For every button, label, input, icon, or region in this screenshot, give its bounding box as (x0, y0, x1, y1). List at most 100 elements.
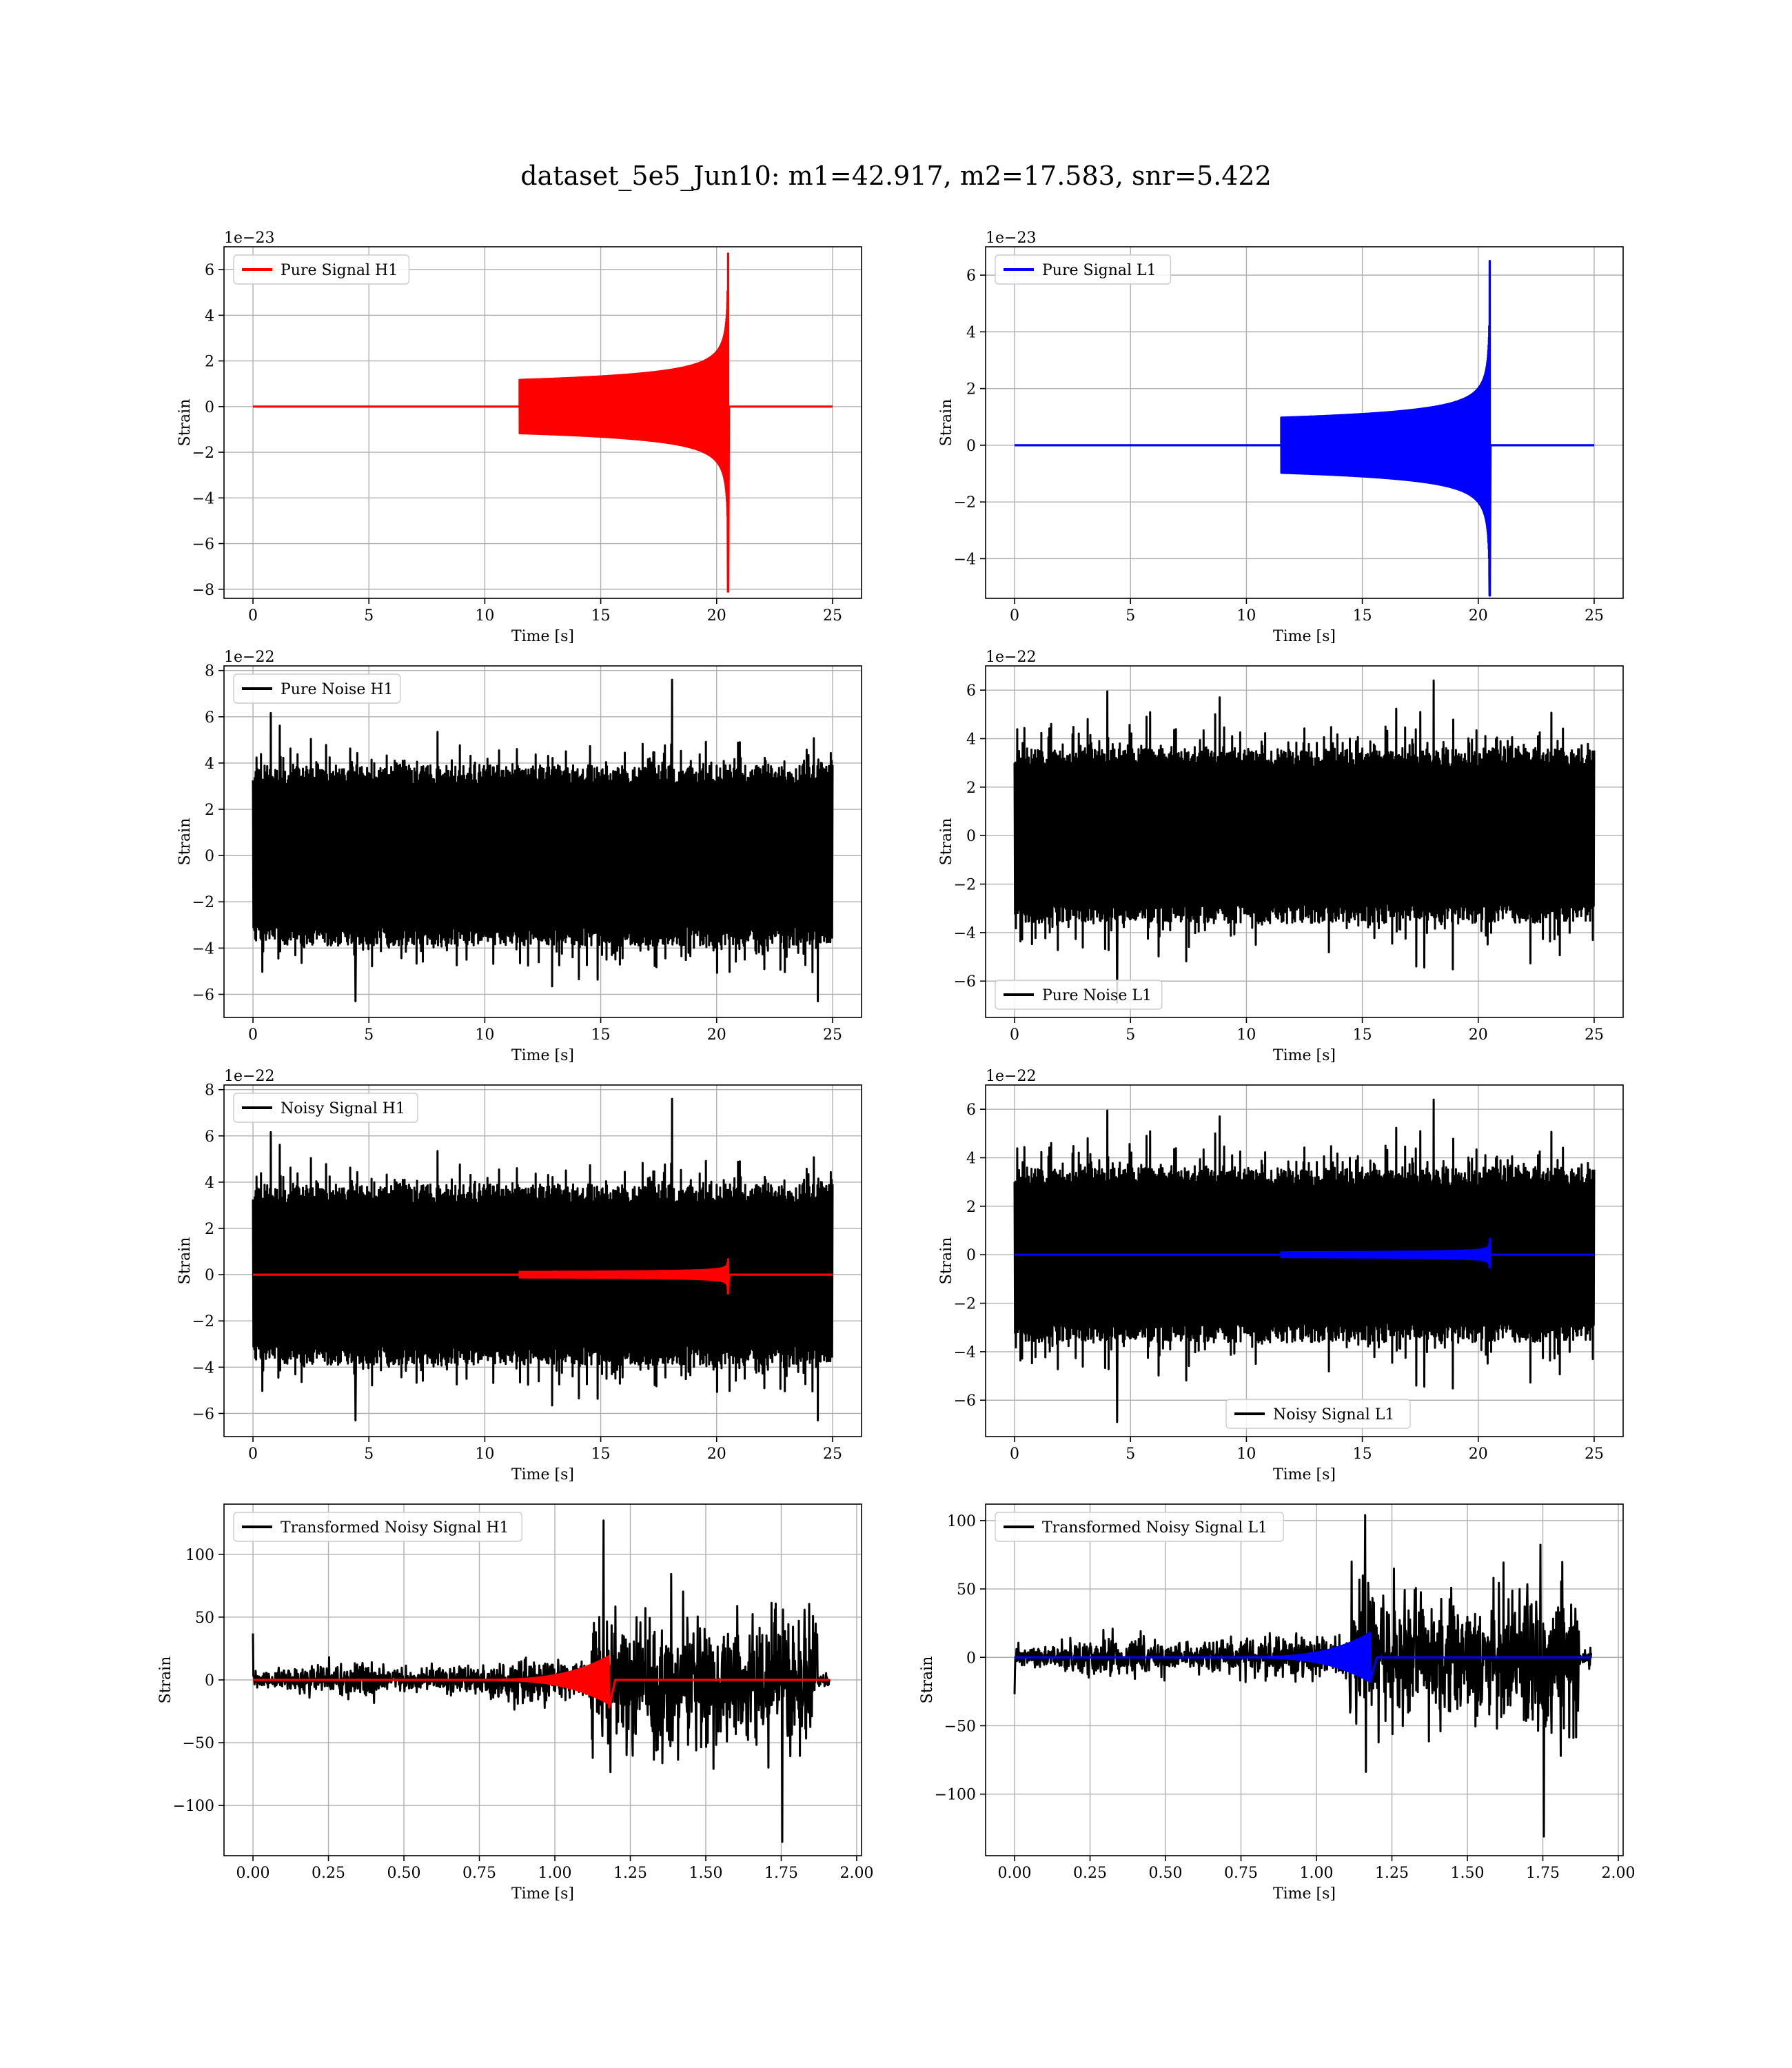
transformed-noisy-signal-h1-ytick-label-0: −100 (173, 1798, 214, 1815)
noisy-signal-l1-xtick-label-2: 10 (1236, 1446, 1256, 1463)
noisy-signal-l1-xtick-label-1: 5 (1126, 1446, 1135, 1463)
transformed-noisy-signal-l1-legend-label: Transformed Noisy Signal L1 (1042, 1519, 1267, 1537)
pure-signal-h1-legend: Pure Signal H1 (233, 254, 410, 285)
pure-noise-l1-legend-box (995, 980, 1163, 1010)
pure-signal-h1-ytick-label-7: 6 (205, 262, 214, 279)
transformed-noisy-signal-h1-xtick-label-1: 0.25 (312, 1865, 345, 1882)
noisy-signal-h1-ylabel: Strain (176, 1237, 194, 1285)
noisy-signal-l1-xtick-label-3: 15 (1353, 1446, 1372, 1463)
noisy-signal-h1-legend-box (233, 1093, 418, 1123)
pure-signal-l1-plot-area (1015, 260, 1594, 597)
transformed-noisy-signal-h1-xlabel: Time [s] (511, 1885, 574, 1903)
pure-signal-l1-ytick-label-2: 0 (966, 438, 976, 455)
pure-noise-h1-series-0-line (252, 678, 834, 1002)
transformed-noisy-signal-l1-ytick-label-0: −100 (935, 1787, 976, 1804)
noisy-signal-l1-ytick-label-3: 0 (966, 1247, 976, 1264)
transformed-noisy-signal-l1-xlabel: Time [s] (1273, 1885, 1336, 1903)
pure-noise-l1-offset-text: 1e−22 (986, 649, 1036, 666)
noisy-signal-h1-xtick-label-1: 5 (364, 1446, 374, 1463)
pure-noise-h1-offset-text: 1e−22 (224, 649, 274, 666)
noisy-signal-l1-offset-text: 1e−22 (986, 1068, 1036, 1085)
pure-signal-h1-legend-box (233, 254, 410, 285)
pure-signal-l1-xtick-label-2: 10 (1236, 607, 1256, 625)
pure-signal-l1-ytick-label-5: 6 (966, 267, 976, 285)
transformed-noisy-signal-h1-xtick-label-0: 0.00 (236, 1865, 270, 1882)
pure-noise-h1-xtick-label-1: 5 (364, 1026, 374, 1044)
noisy-signal-h1-panel: 0 5 10 15 20 25 −6 −4 −2 0 2 4 6 8 Time [s] Strain 1e−22… (176, 1068, 862, 1483)
noisy-signal-l1-axes-frame (985, 1084, 1624, 1437)
transformed-noisy-signal-l1-ytick-label-3: 50 (957, 1581, 976, 1599)
noisy-signal-h1-xtick-label-2: 10 (475, 1446, 494, 1463)
noisy-signal-l1-series-0-line (1013, 1098, 1596, 1423)
pure-signal-h1-xtick-label-4: 20 (707, 607, 726, 625)
noisy-signal-l1-ytick-label-6: 6 (966, 1102, 976, 1119)
pure-noise-l1-xtick-label-0: 0 (1010, 1026, 1019, 1044)
transformed-noisy-signal-l1-legend: Transformed Noisy Signal L1 (995, 1512, 1284, 1542)
pure-signal-l1-axes-frame (985, 246, 1624, 599)
transformed-noisy-signal-l1-xtick-label-6: 1.50 (1451, 1865, 1485, 1882)
noisy-signal-l1-panel: 0 5 10 15 20 25 −6 −4 −2 0 2 4 6 Time [s] Strain 1e−22 N… (938, 1068, 1624, 1483)
pure-signal-h1-xtick-label-3: 15 (591, 607, 611, 625)
pure-signal-l1-xtick-label-4: 20 (1469, 607, 1488, 625)
transformed-noisy-signal-h1-xtick-label-2: 0.50 (387, 1865, 421, 1882)
pure-noise-h1-xtick-label-3: 15 (591, 1026, 611, 1044)
pure-noise-h1-ytick-label-1: −4 (192, 940, 214, 957)
noisy-signal-l1-plot-area (1013, 1098, 1596, 1423)
noisy-signal-h1-ytick-label-7: 8 (205, 1082, 214, 1099)
pure-noise-l1-legend-label: Pure Noise L1 (1042, 987, 1152, 1004)
pure-noise-h1-ytick-label-2: −2 (192, 894, 214, 911)
transformed-noisy-signal-h1-ytick-label-4: 100 (185, 1547, 214, 1564)
noisy-signal-h1-legend: Noisy Signal H1 (233, 1093, 418, 1123)
noisy-signal-l1-xtick-label-5: 25 (1585, 1446, 1604, 1463)
noisy-signal-h1-xtick-label-3: 15 (591, 1446, 611, 1463)
pure-signal-h1-ytick-label-2: −4 (192, 490, 214, 507)
transformed-noisy-signal-h1-ylabel: Strain (157, 1656, 174, 1704)
transformed-noisy-signal-l1-panel: 0.00 0.25 0.50 0.75 1.00 1.25 1.50 1.75 2.00 −100… (919, 1503, 1636, 1903)
pure-noise-h1-xtick-label-0: 0 (248, 1026, 258, 1044)
pure-signal-l1-legend-box (995, 254, 1172, 285)
noisy-signal-l1-legend: Noisy Signal L1 (1225, 1399, 1411, 1429)
pure-noise-l1-xtick-label-2: 10 (1236, 1026, 1256, 1044)
pure-noise-l1-xlabel: Time [s] (1273, 1047, 1336, 1064)
transformed-noisy-signal-l1-xtick-label-2: 0.50 (1149, 1865, 1183, 1882)
pure-noise-h1-ytick-label-6: 6 (205, 709, 214, 727)
transformed-noisy-signal-h1-ytick-label-2: 0 (205, 1672, 214, 1690)
noisy-signal-h1-ytick-label-3: 0 (205, 1267, 214, 1284)
noisy-signal-l1-ytick-label-2: −2 (954, 1296, 976, 1313)
figure-title: dataset_5e5_Jun10: m1=42.917, m2=17.583,… (520, 161, 1272, 192)
transformed-noisy-signal-h1-plot-area (252, 1519, 831, 1843)
pure-signal-l1-xtick-label-3: 15 (1353, 607, 1372, 625)
pure-noise-l1-legend: Pure Noise L1 (995, 980, 1163, 1010)
transformed-noisy-signal-l1-ytick-label-2: 0 (966, 1650, 976, 1667)
noisy-signal-h1-ytick-label-5: 4 (205, 1175, 214, 1192)
pure-signal-h1-ytick-label-5: 2 (205, 354, 214, 371)
pure-noise-h1-ytick-label-7: 8 (205, 663, 214, 680)
noisy-signal-l1-ytick-label-1: −4 (954, 1344, 976, 1361)
pure-noise-h1-xtick-label-5: 25 (823, 1026, 842, 1044)
noisy-signal-l1-ylabel: Strain (938, 1237, 955, 1285)
pure-signal-l1-xtick-label-0: 0 (1010, 607, 1019, 625)
transformed-noisy-signal-h1-xtick-label-7: 1.75 (764, 1865, 798, 1882)
pure-noise-l1-xtick-label-1: 5 (1126, 1026, 1135, 1044)
pure-signal-h1-ytick-label-4: 0 (205, 399, 214, 416)
transformed-noisy-signal-h1-legend: Transformed Noisy Signal H1 (233, 1512, 522, 1542)
pure-signal-l1-series-0-line (1015, 260, 1594, 597)
noisy-signal-h1-xtick-label-4: 20 (707, 1446, 726, 1463)
pure-signal-h1-xtick-label-1: 5 (364, 607, 374, 625)
pure-noise-l1-ylabel: Strain (938, 818, 955, 866)
pure-noise-h1-panel: 0 5 10 15 20 25 −6 −4 −2 0 2 4 6 8 Time [s] Strain 1e−22… (176, 649, 862, 1064)
noisy-signal-h1-plot-area (252, 1097, 834, 1421)
pure-signal-h1-xtick-label-5: 25 (823, 607, 842, 625)
noisy-signal-h1-axes-frame (223, 1084, 862, 1437)
noisy-signal-l1-ytick-label-4: 2 (966, 1199, 976, 1216)
pure-noise-h1-ytick-label-3: 0 (205, 848, 214, 865)
pure-noise-l1-ytick-label-5: 4 (966, 731, 976, 749)
transformed-noisy-signal-l1-xtick-label-8: 2.00 (1602, 1865, 1636, 1882)
pure-noise-l1-xtick-label-5: 25 (1585, 1026, 1604, 1044)
pure-signal-l1-ytick-label-4: 4 (966, 324, 976, 341)
transformed-noisy-signal-h1-xtick-label-6: 1.50 (689, 1865, 723, 1882)
noisy-signal-h1-series-1-line (253, 1258, 833, 1295)
noisy-signal-l1-xtick-label-0: 0 (1010, 1446, 1019, 1463)
